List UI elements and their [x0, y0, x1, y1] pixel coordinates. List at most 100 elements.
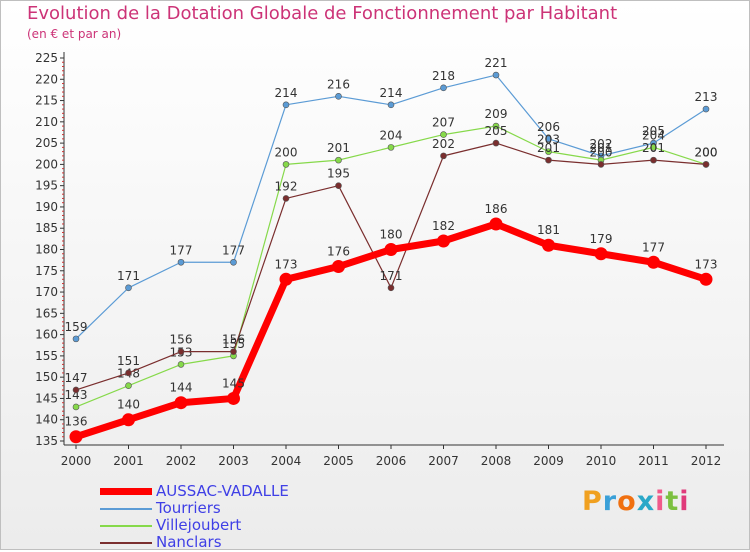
data-point	[177, 348, 185, 355]
data-label: 200	[275, 145, 298, 159]
data-label: 201	[327, 141, 350, 155]
y-tick-label: 205	[35, 136, 58, 150]
y-tick-label: 220	[35, 72, 58, 86]
x-tick-label: 2005	[323, 454, 354, 468]
data-point	[545, 156, 552, 164]
data-point	[72, 403, 80, 411]
data-label: 213	[695, 90, 718, 104]
data-label: 177	[642, 240, 665, 254]
logo-letter: i	[679, 486, 690, 517]
data-point	[174, 396, 188, 410]
legend: AUSSAC-VADALLE Tourriers Villejoubert Nancl…	[100, 482, 340, 552]
data-label: 201	[537, 141, 560, 155]
data-label: 177	[170, 243, 193, 257]
data-point	[387, 144, 395, 151]
data-point	[282, 161, 290, 168]
data-point	[125, 382, 132, 389]
data-point	[492, 139, 500, 147]
y-tick-label: 145	[35, 391, 58, 405]
x-tick-label: 2004	[271, 454, 302, 468]
data-point	[387, 284, 395, 292]
data-point	[545, 148, 552, 155]
data-point	[72, 335, 80, 343]
logo-letter: i	[655, 486, 666, 517]
data-point	[387, 101, 395, 109]
data-label: 156	[170, 333, 193, 347]
x-tick-label: 2003	[218, 454, 249, 468]
data-label: 205	[642, 124, 665, 138]
x-tick-label: 2008	[481, 454, 512, 468]
data-point	[230, 348, 237, 355]
data-label: 214	[380, 86, 403, 100]
data-label: 207	[432, 116, 455, 130]
x-tick-label: 2010	[586, 454, 617, 468]
data-label: 143	[65, 388, 88, 402]
data-label: 179	[590, 232, 613, 246]
data-point	[335, 156, 342, 164]
series-line	[75, 125, 707, 408]
data-label: 177	[222, 243, 245, 257]
data-label: 205	[485, 124, 508, 138]
data-point	[647, 255, 660, 269]
logo-letter: o	[617, 486, 637, 517]
data-point	[702, 105, 710, 113]
legend-swatch	[100, 508, 152, 510]
y-tick-label: 135	[35, 434, 58, 448]
data-label: 216	[327, 77, 350, 91]
data-point	[282, 195, 290, 202]
data-label: 145	[222, 376, 245, 390]
data-label: 192	[275, 179, 298, 193]
data-point	[335, 182, 342, 189]
y-tick-label: 210	[35, 115, 58, 129]
legend-swatch	[100, 542, 152, 544]
x-tick-label: 2007	[428, 454, 459, 468]
data-label: 201	[590, 141, 613, 155]
data-label: 180	[380, 228, 403, 242]
data-point	[594, 247, 608, 261]
y-tick-label: 140	[35, 413, 58, 427]
data-point	[177, 258, 185, 266]
logo-letter: r	[602, 486, 618, 517]
data-label: 195	[327, 167, 350, 181]
data-label: 209	[485, 107, 508, 121]
data-label: 151	[117, 354, 140, 368]
data-label: 155	[222, 337, 245, 351]
y-tick-label: 155	[35, 349, 58, 363]
y-tick-label: 150	[35, 370, 58, 384]
data-point	[650, 144, 657, 151]
chart-title: Evolution de la Dotation Globale de Fonc…	[27, 3, 618, 24]
x-tick-label: 2000	[61, 454, 92, 468]
data-point	[699, 272, 713, 286]
data-label: 171	[380, 269, 403, 283]
data-point	[597, 161, 605, 168]
legend-item: Tourriers	[100, 499, 340, 518]
y-tick-label: 180	[35, 243, 58, 257]
data-point	[489, 217, 503, 231]
legend-label: AUSSAC-VADALLE	[156, 482, 289, 500]
data-label: 147	[65, 371, 88, 385]
data-label: 140	[117, 398, 140, 412]
y-tick-label: 200	[35, 157, 58, 171]
data-label: 202	[432, 137, 455, 151]
data-label: 159	[65, 320, 88, 334]
data-label: 200	[695, 145, 718, 159]
y-tick-label: 175	[35, 264, 58, 278]
data-point	[332, 260, 345, 274]
x-tick-label: 2002	[166, 454, 197, 468]
logo-letter: P	[582, 486, 603, 517]
data-label: 214	[275, 86, 298, 100]
data-point	[69, 430, 83, 444]
data-point	[440, 131, 447, 138]
y-tick-label: 190	[35, 200, 58, 214]
data-label: 173	[275, 257, 298, 271]
data-label: 200	[695, 145, 718, 159]
data-label: 136	[65, 415, 88, 429]
legend-label: Nanclars	[156, 533, 222, 551]
y-tick-label: 225	[35, 51, 58, 65]
x-tick-label: 2006	[376, 454, 407, 468]
data-label: 173	[695, 257, 718, 271]
data-label: 221	[485, 56, 508, 70]
legend-swatch	[100, 488, 152, 495]
data-point	[177, 361, 185, 368]
data-label: 176	[327, 245, 350, 259]
